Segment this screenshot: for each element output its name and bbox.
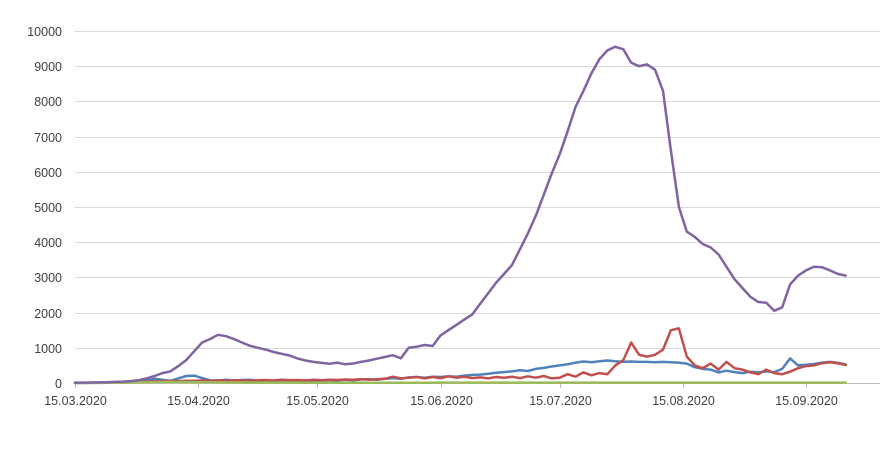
x-axis-label: 15.06.2020 bbox=[410, 394, 473, 408]
series-red-line bbox=[73, 327, 847, 385]
y-axis-label-7000: 7000 bbox=[34, 131, 62, 145]
y-axis-label-2000: 2000 bbox=[34, 307, 62, 321]
y-axis-label-6000: 6000 bbox=[34, 166, 62, 180]
y-axis-label-10000: 10000 bbox=[27, 25, 62, 39]
y-axis-label-1000: 1000 bbox=[34, 342, 62, 356]
y-axis-label-9000: 9000 bbox=[34, 60, 62, 74]
series-purple-line bbox=[73, 45, 847, 384]
series-lines-group bbox=[73, 45, 847, 385]
x-axis-group: 15.03.2020 15.04.2020 15.05.2020 15.06.2020… bbox=[44, 383, 838, 408]
x-axis-label: 15.07.2020 bbox=[529, 394, 592, 408]
x-axis-label: 15.03.2020 bbox=[44, 394, 107, 408]
y-axis-label-4000: 4000 bbox=[34, 236, 62, 250]
x-axis-label: 15.04.2020 bbox=[167, 394, 230, 408]
y-axis-label-0: 0 bbox=[55, 377, 62, 391]
y-axis-label-8000: 8000 bbox=[34, 95, 62, 109]
x-axis-label: 15.08.2020 bbox=[652, 394, 715, 408]
x-axis-label: 15.05.2020 bbox=[286, 394, 349, 408]
y-axis-label-5000: 5000 bbox=[34, 201, 62, 215]
x-axis-label: 15.09.2020 bbox=[775, 394, 838, 408]
gridlines-group bbox=[75, 31, 880, 384]
series-blue-line bbox=[73, 357, 847, 385]
y-axis-label-3000: 3000 bbox=[34, 271, 62, 285]
y-axis-labels-group: 0 1000 2000 3000 4000 5000 6000 7000 8000 9000 100… bbox=[27, 25, 62, 391]
series-green-line bbox=[73, 380, 847, 385]
